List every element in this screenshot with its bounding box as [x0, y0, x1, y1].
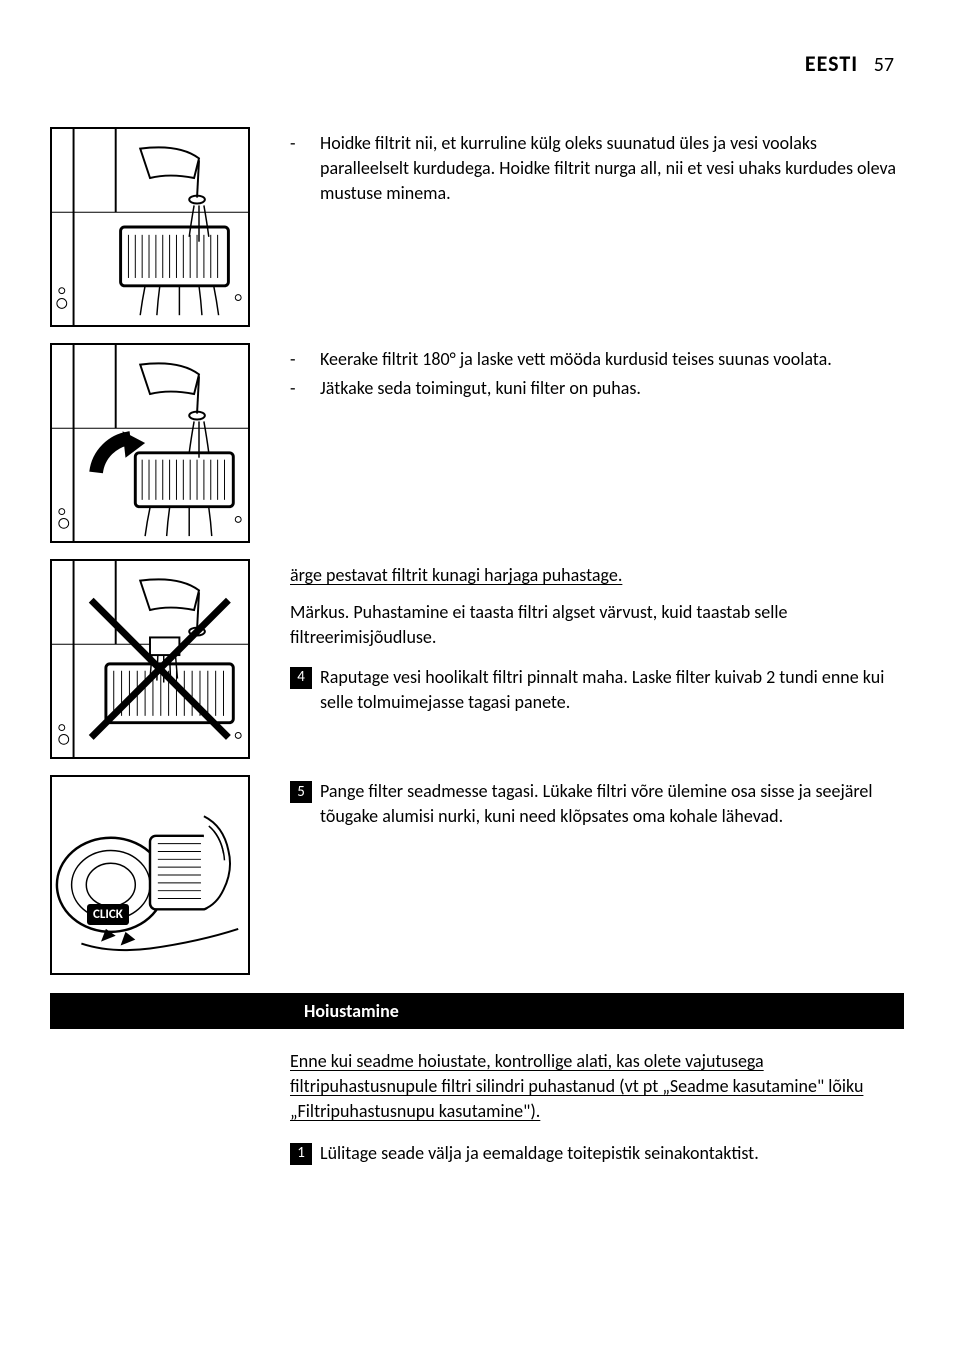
section-content: Enne kui seadme hoiustate, kontrollige a…: [290, 1049, 904, 1166]
illustration-insert-filter: CLICK: [50, 775, 250, 975]
click-label: CLICK: [87, 904, 129, 925]
bullet-item: - Jätkake seda toimingut, kuni filter on…: [290, 376, 904, 401]
bullet-text: Hoidke filtrit nii, et kurruline külg ol…: [320, 131, 904, 207]
bullet-dash: -: [290, 376, 320, 401]
step-number: 4: [290, 667, 312, 689]
bullet-item: - Keerake filtrit 180° ja laske vett möö…: [290, 347, 904, 372]
step-5: 5 Pange filter seadmesse tagasi. Lükake …: [290, 779, 904, 829]
language-label: EESTI: [805, 50, 858, 77]
step-1: 1 Lülitage seade välja ja eemaldage toit…: [290, 1141, 904, 1166]
step-text: Pange filter seadmesse tagasi. Lükake fi…: [320, 779, 904, 829]
instruction-block-1: - Hoidke filtrit nii, et kurruline külg …: [50, 127, 904, 327]
bullet-dash: -: [290, 131, 320, 207]
instruction-block-3: ärge pestavat filtrit kunagi harjaga puh…: [50, 559, 904, 759]
step-text: Lülitage seade välja ja eemaldage toitep…: [320, 1141, 904, 1166]
illustration-rotate-filter: [50, 343, 250, 543]
bullet-text: Keerake filtrit 180° ja laske vett mööda…: [320, 347, 904, 372]
instruction-block-4: CLICK: [50, 775, 904, 975]
instruction-block-2: - Keerake filtrit 180° ja laske vett möö…: [50, 343, 904, 543]
step-text: Raputage vesi hoolikalt filtri pinnalt m…: [320, 665, 904, 715]
bullet-item: - Hoidke filtrit nii, et kurruline külg …: [290, 131, 904, 207]
note-text: Märkus. Puhastamine ei taasta filtri alg…: [290, 600, 904, 650]
section-title: Hoiustamine: [290, 993, 904, 1029]
step-4: 4 Raputage vesi hoolikalt filtri pinnalt…: [290, 665, 904, 715]
bullet-dash: -: [290, 347, 320, 372]
step-number: 5: [290, 781, 312, 803]
illustration-no-brush: [50, 559, 250, 759]
step-number: 1: [290, 1143, 312, 1165]
warning-text: ärge pestavat filtrit kunagi harjaga puh…: [290, 563, 904, 588]
section-intro: Enne kui seadme hoiustate, kontrollige a…: [290, 1049, 904, 1125]
section-header-bar: Hoiustamine: [50, 993, 904, 1029]
section-bar-left: [50, 993, 290, 1029]
illustration-rinse-filter: [50, 127, 250, 327]
bullet-text: Jätkake seda toimingut, kuni filter on p…: [320, 376, 904, 401]
page-header: EESTI 57: [50, 50, 904, 77]
page-number: 57: [874, 53, 894, 77]
